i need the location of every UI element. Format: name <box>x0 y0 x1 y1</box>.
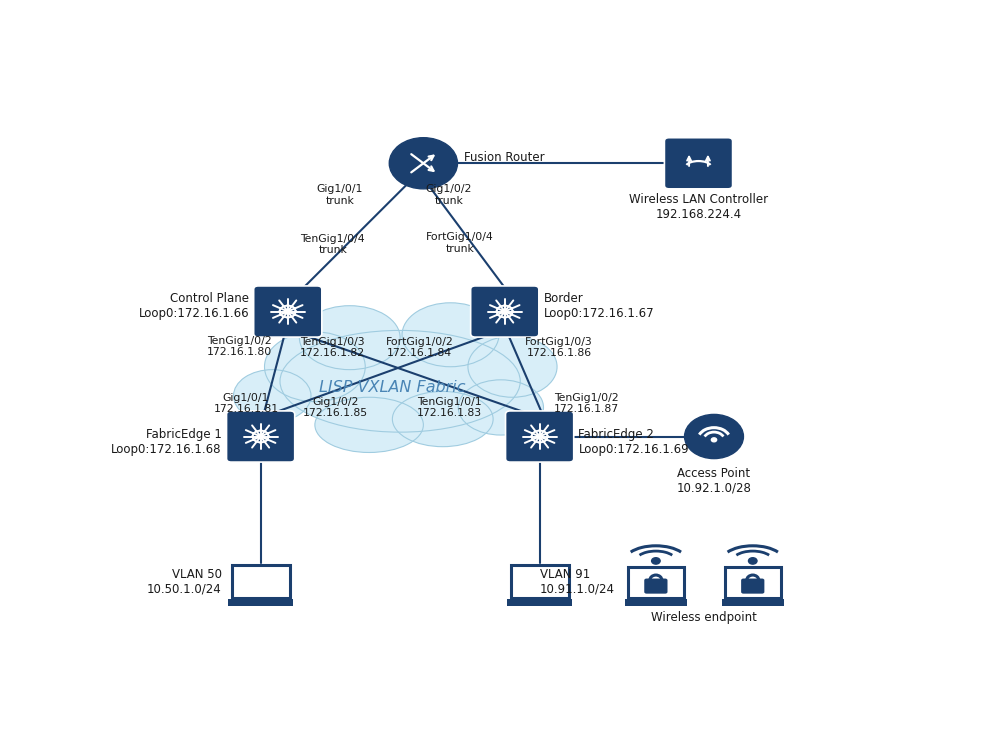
Text: Gig1/0/2
trunk: Gig1/0/2 trunk <box>426 184 472 206</box>
Text: Fusion Router: Fusion Router <box>464 151 544 164</box>
Text: TenGig1/0/2
172.16.1.87: TenGig1/0/2 172.16.1.87 <box>554 393 619 414</box>
Ellipse shape <box>458 380 544 435</box>
FancyBboxPatch shape <box>227 411 295 462</box>
Circle shape <box>502 310 508 314</box>
FancyBboxPatch shape <box>725 567 781 598</box>
FancyBboxPatch shape <box>741 578 764 593</box>
FancyBboxPatch shape <box>471 286 539 337</box>
Text: TenGig1/0/2
172.16.1.80: TenGig1/0/2 172.16.1.80 <box>207 335 272 357</box>
Ellipse shape <box>315 397 423 452</box>
Text: Gig1/0/1
trunk: Gig1/0/1 trunk <box>316 184 363 206</box>
Circle shape <box>285 310 291 314</box>
FancyBboxPatch shape <box>506 411 574 462</box>
Ellipse shape <box>234 370 311 422</box>
FancyBboxPatch shape <box>722 599 784 606</box>
Circle shape <box>537 434 543 439</box>
Text: FortGig1/0/4
trunk: FortGig1/0/4 trunk <box>426 232 494 254</box>
Text: FortGig1/0/3
172.16.1.86: FortGig1/0/3 172.16.1.86 <box>525 337 593 359</box>
Text: Gig1/0/2
172.16.1.85: Gig1/0/2 172.16.1.85 <box>303 396 368 418</box>
Text: Border
Loop0:172.16.1.67: Border Loop0:172.16.1.67 <box>544 291 654 319</box>
Text: Gig1/0/1
172.16.1.81: Gig1/0/1 172.16.1.81 <box>213 393 278 414</box>
Ellipse shape <box>392 391 493 447</box>
Text: Wireless LAN Controller
192.168.224.4: Wireless LAN Controller 192.168.224.4 <box>629 193 768 221</box>
Text: Access Point
10.92.1.0/28: Access Point 10.92.1.0/28 <box>677 467 751 495</box>
Text: TenGig1/0/1
172.16.1.83: TenGig1/0/1 172.16.1.83 <box>416 396 482 418</box>
Circle shape <box>258 434 264 439</box>
Text: LISP VXLAN Fabric: LISP VXLAN Fabric <box>319 380 466 395</box>
Text: FortGig1/0/2
172.16.1.84: FortGig1/0/2 172.16.1.84 <box>386 337 453 359</box>
Circle shape <box>685 414 743 458</box>
FancyBboxPatch shape <box>507 599 572 606</box>
Text: Wireless endpoint: Wireless endpoint <box>651 611 757 624</box>
Ellipse shape <box>299 306 400 370</box>
Text: VLAN 91
10.91.1.0/24: VLAN 91 10.91.1.0/24 <box>540 568 615 596</box>
Text: FabricEdge 2
Loop0:172.16.1.69: FabricEdge 2 Loop0:172.16.1.69 <box>578 428 689 456</box>
Ellipse shape <box>264 332 365 402</box>
Text: TenGig1/0/4
trunk: TenGig1/0/4 trunk <box>300 234 365 255</box>
FancyBboxPatch shape <box>664 137 733 189</box>
Ellipse shape <box>280 331 520 432</box>
FancyBboxPatch shape <box>511 565 569 598</box>
Text: TenGig1/0/3
172.16.1.82: TenGig1/0/3 172.16.1.82 <box>300 337 365 359</box>
Circle shape <box>711 438 717 442</box>
Ellipse shape <box>468 336 557 397</box>
Circle shape <box>748 558 757 564</box>
FancyBboxPatch shape <box>228 599 293 606</box>
FancyBboxPatch shape <box>232 565 290 598</box>
FancyBboxPatch shape <box>628 567 684 598</box>
Circle shape <box>652 558 660 564</box>
Text: Control Plane
Loop0:172.16.1.66: Control Plane Loop0:172.16.1.66 <box>138 291 249 319</box>
FancyBboxPatch shape <box>644 578 668 593</box>
FancyBboxPatch shape <box>254 286 322 337</box>
FancyBboxPatch shape <box>625 599 687 606</box>
Ellipse shape <box>402 303 499 367</box>
Circle shape <box>389 137 457 189</box>
Text: VLAN 50
10.50.1.0/24: VLAN 50 10.50.1.0/24 <box>147 568 222 596</box>
Text: FabricEdge 1
Loop0:172.16.1.68: FabricEdge 1 Loop0:172.16.1.68 <box>111 428 222 456</box>
